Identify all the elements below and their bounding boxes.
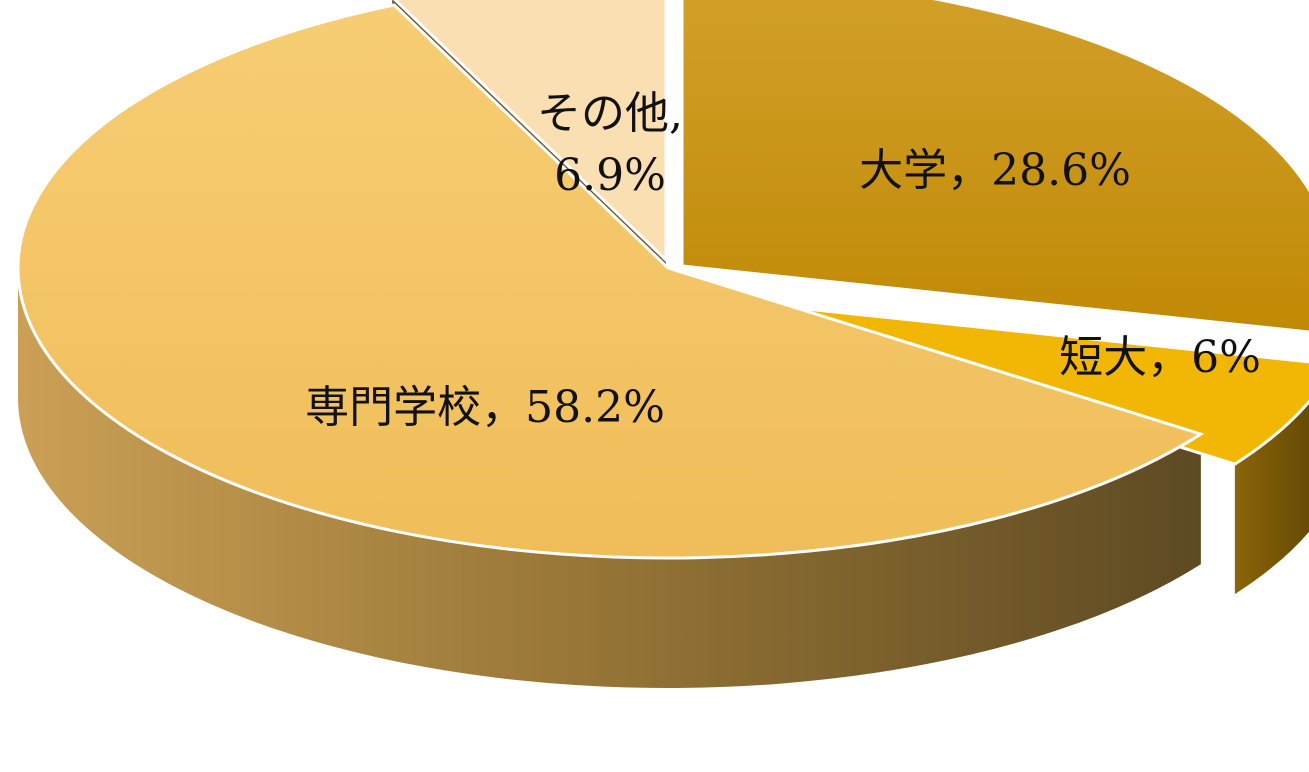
pie-label-専門学校: 専門学校，58.2%	[305, 382, 665, 433]
pie-label-大学: 大学，28.6%	[859, 145, 1131, 196]
pie-labels: 大学，28.6% 短大，6% 専門学校，58.2% その他, 6.9%	[305, 88, 1261, 433]
pie-label-その他: その他, 6.9%	[537, 88, 683, 201]
pie-label-短大: 短大，6%	[1059, 332, 1261, 383]
pie-slice-その他	[393, 0, 668, 264]
pie-slice-wall	[1234, 401, 1309, 595]
pie-slice-専門学校	[16, 3, 1205, 560]
pie-slice-tops	[16, 0, 1309, 560]
pie-slice-大学	[680, 0, 1309, 334]
pie-slice-wall	[18, 268, 1201, 688]
